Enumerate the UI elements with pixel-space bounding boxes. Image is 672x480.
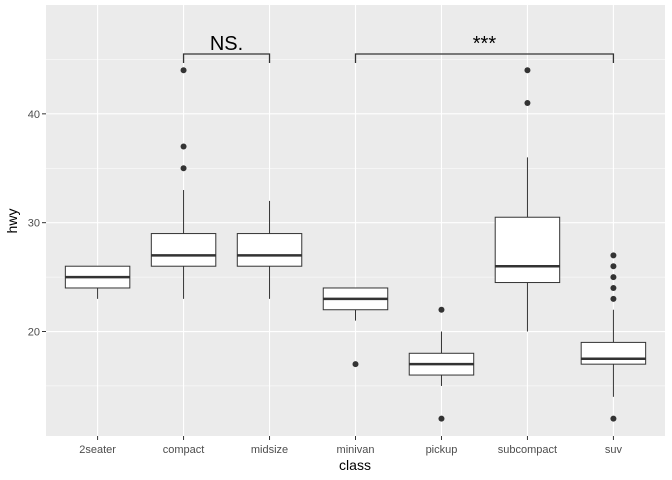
- significance-bracket: [182, 53, 271, 63]
- box-suv: [580, 341, 647, 365]
- x-tick-label: compact: [163, 444, 205, 456]
- outlier-point: [610, 252, 617, 259]
- outlier-point: [610, 295, 617, 302]
- x-tick-label: subcompact: [498, 444, 557, 456]
- significance-label: ***: [473, 33, 497, 55]
- outlier-point: [180, 67, 187, 74]
- y-tick-label: 40: [28, 109, 40, 121]
- x-axis-title: class: [339, 457, 371, 473]
- x-tick-label: 2seater: [79, 444, 116, 456]
- outlier-point: [438, 415, 445, 422]
- significance-label: NS.: [210, 33, 243, 55]
- outlier-point: [352, 361, 359, 368]
- x-tick-label: pickup: [426, 444, 458, 456]
- outlier-point: [610, 415, 617, 422]
- outlier-point: [438, 306, 445, 313]
- outlier-point: [610, 274, 617, 281]
- outlier-point: [180, 165, 187, 172]
- outlier-point: [524, 67, 531, 74]
- outlier-point: [610, 284, 617, 291]
- box-subcompact: [494, 216, 561, 284]
- y-tick-label: 20: [28, 327, 40, 339]
- outlier-point: [180, 143, 187, 150]
- box-compact: [150, 233, 217, 267]
- significance-bracket: [354, 53, 615, 63]
- outlier-point: [524, 99, 531, 106]
- box-midsize: [236, 233, 303, 267]
- x-tick-label: minivan: [337, 444, 375, 456]
- y-tick-label: 30: [28, 218, 40, 230]
- x-tick-label: midsize: [251, 444, 288, 456]
- outlier-point: [610, 263, 617, 270]
- x-tick-label: suv: [605, 444, 623, 456]
- y-axis-title: hwy: [4, 209, 20, 234]
